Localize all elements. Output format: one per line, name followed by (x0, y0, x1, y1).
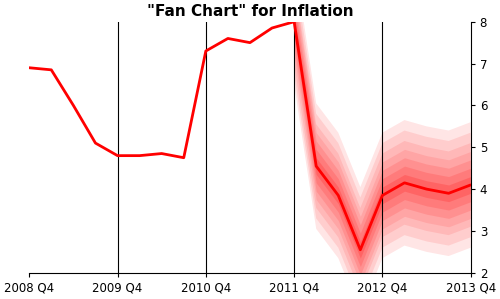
Title: "Fan Chart" for Inflation: "Fan Chart" for Inflation (146, 4, 354, 19)
